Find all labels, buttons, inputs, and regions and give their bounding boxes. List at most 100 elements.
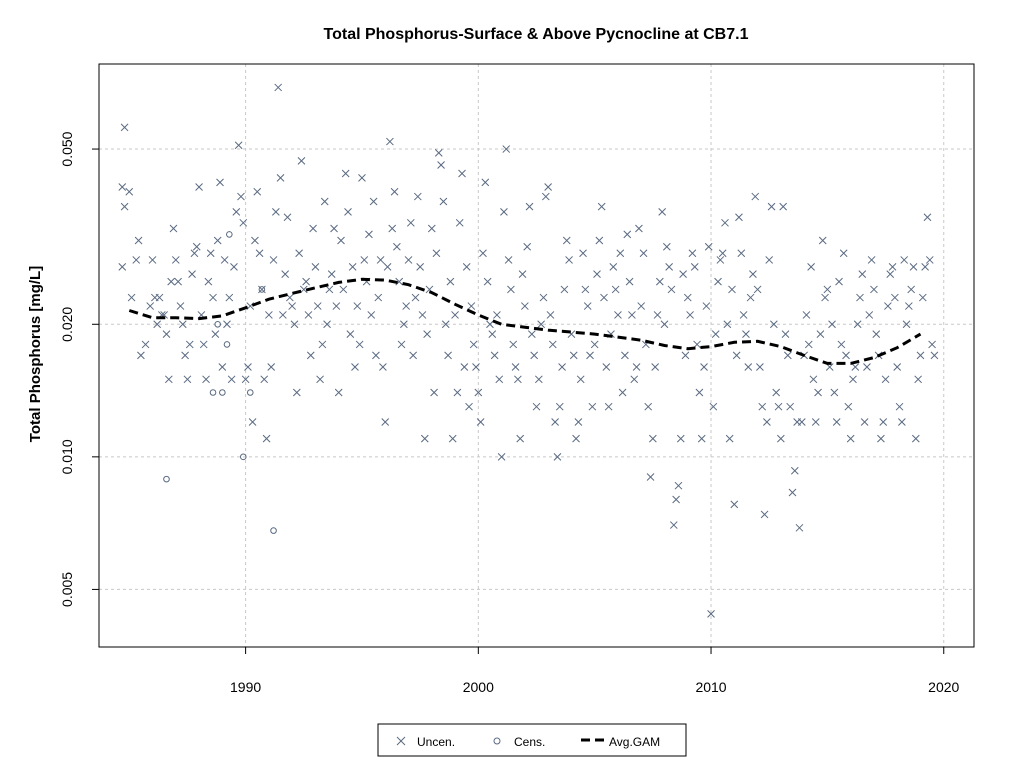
uncensored-point [381,418,390,426]
axes: 1990 2000 2010 2020 0.005 0.010 0.020 0.050 [59,131,960,695]
uncensored-point [430,388,438,397]
uncensored-point [709,402,718,411]
uncensored-point [260,375,269,384]
uncensored-point [427,224,436,233]
uncensored-point [672,495,680,504]
uncensored-point [849,375,857,384]
uncensored-point [695,388,704,397]
uncensored-point [523,242,532,251]
uncensored-point [644,402,653,411]
uncensored-point [732,351,741,360]
uncensored-point [465,402,473,411]
uncensored-point [884,302,892,310]
uncensored-point [323,320,331,329]
censored-point [258,286,266,293]
uncensored-point [486,320,494,329]
uncensored-point [530,351,539,360]
uncensored-point [404,256,413,264]
uncensored-point [886,270,895,278]
uncensored-point [772,388,781,397]
uncensored-point [728,285,736,294]
uncensored-point [525,202,534,211]
uncensored-point [851,363,860,371]
uncensored-point [590,340,599,349]
uncensored-point [797,418,806,426]
uncensored-point [830,388,839,397]
uncensored-point [574,418,583,426]
uncensored-point [742,330,750,338]
uncensored-point [446,277,455,286]
uncensored-point [302,277,310,286]
uncensored-point [546,311,555,319]
censored-point [223,341,231,348]
uncensored-point [353,302,362,310]
legend-marker-cens [493,737,501,745]
uncensored-point [344,208,352,216]
uncensored-point [248,418,257,426]
uncensored-point [914,375,923,384]
uncensored-point [725,434,734,443]
uncensored-point [707,610,715,618]
uncensored-point [572,434,580,443]
uncensored-point [148,256,157,264]
uncensored-point [360,256,369,264]
uncensored-point [558,363,566,371]
uncensored-point [616,249,625,258]
uncensored-point [164,375,173,384]
uncensored-point [206,249,215,258]
uncensored-point [372,351,380,360]
uncensored-point [909,263,918,271]
uncensored-point [118,263,127,271]
uncensored-point [411,293,420,302]
legend-marker-uncen [396,736,406,746]
uncensored-point [244,363,252,371]
uncensored-point [863,363,871,371]
uncensored-point [865,311,874,319]
uncensored-point [141,340,150,349]
uncensored-point [125,187,134,196]
uncensored-point [218,363,227,371]
uncensored-point [290,320,299,329]
uncensored-point [223,320,231,329]
uncensored-point [730,500,739,509]
uncensored-point [765,256,774,264]
uncensored-point [330,224,338,233]
uncensored-point [628,311,636,319]
uncensored-point [760,510,769,519]
uncensored-point [439,197,448,206]
uncensored-point [167,277,175,286]
uncensored-point [541,192,550,201]
uncensored-point [814,388,822,397]
uncensored-point [309,224,317,233]
legend-label-cens: Cens. [514,735,545,749]
uncensored-point [514,375,522,384]
uncensored-point [490,351,499,360]
uncensored-point [527,330,536,338]
uncensored-point [879,418,888,426]
legend-label-gam: Avg.GAM [609,735,660,749]
uncensored-point [420,434,429,443]
uncensored-point [416,263,424,271]
uncensored-point [802,311,811,319]
uncensored-point [562,236,571,245]
uncensored-point [483,277,492,286]
uncensored-point [774,402,783,411]
censored-point [219,389,226,396]
uncensored-point [625,277,634,286]
uncensored-point [776,434,785,443]
uncensored-point [569,351,578,360]
uncensored-point [544,183,552,191]
uncensored-point [400,320,408,329]
uncensored-point [453,388,462,397]
uncensored-point [588,402,597,411]
uncensored-point [832,418,841,426]
uncensored-point [918,293,927,302]
uncensored-point [393,242,401,251]
uncensored-point [192,242,201,251]
uncensored-point [923,213,932,222]
uncensored-point [676,434,685,443]
uncensored-point [455,218,464,227]
uncensored-point [297,157,306,165]
uncensored-point [786,402,795,411]
uncensored-point [655,277,664,286]
